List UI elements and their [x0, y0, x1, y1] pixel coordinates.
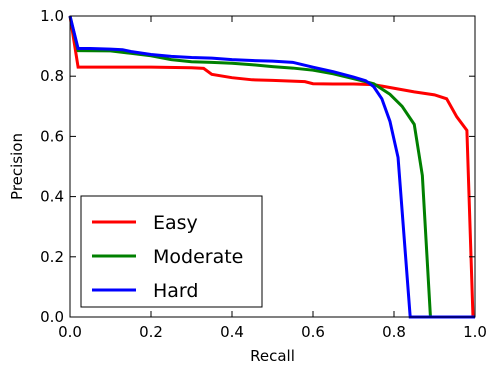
x-tick-label: 0.0 [58, 323, 82, 341]
series-line-easy [68, 15, 475, 319]
series-layer [68, 15, 475, 319]
y-axis-label: Precision [8, 133, 26, 200]
legend-label-hard: Hard [153, 280, 198, 302]
x-tick-label: 1.0 [463, 323, 487, 341]
x-tick-label: 0.8 [382, 323, 406, 341]
x-tick-label: 0.2 [139, 323, 163, 341]
y-tick-label: 1.0 [40, 7, 64, 25]
legend-label-moderate: Moderate [153, 246, 243, 268]
x-tick-label: 0.4 [220, 323, 244, 341]
y-tick-label: 0.2 [40, 248, 64, 266]
plot-area-frame [69, 15, 476, 318]
x-axis-label: Recall [250, 347, 295, 365]
y-tick-label: 0.6 [40, 127, 64, 145]
series-line-hard [68, 15, 475, 319]
y-tick-label: 0.8 [40, 67, 64, 85]
legend: Easy Moderate Hard [80, 195, 263, 308]
y-tick-label: 0.4 [40, 188, 64, 206]
x-tick-label: 0.6 [301, 323, 325, 341]
legend-label-easy: Easy [153, 212, 198, 234]
y-tick-label: 0.0 [40, 308, 64, 326]
tick-layer: 0.0 0.2 0.4 0.6 0.8 1.0 0.0 0.2 0.4 0.6 0.8 1.0 [40, 7, 487, 341]
